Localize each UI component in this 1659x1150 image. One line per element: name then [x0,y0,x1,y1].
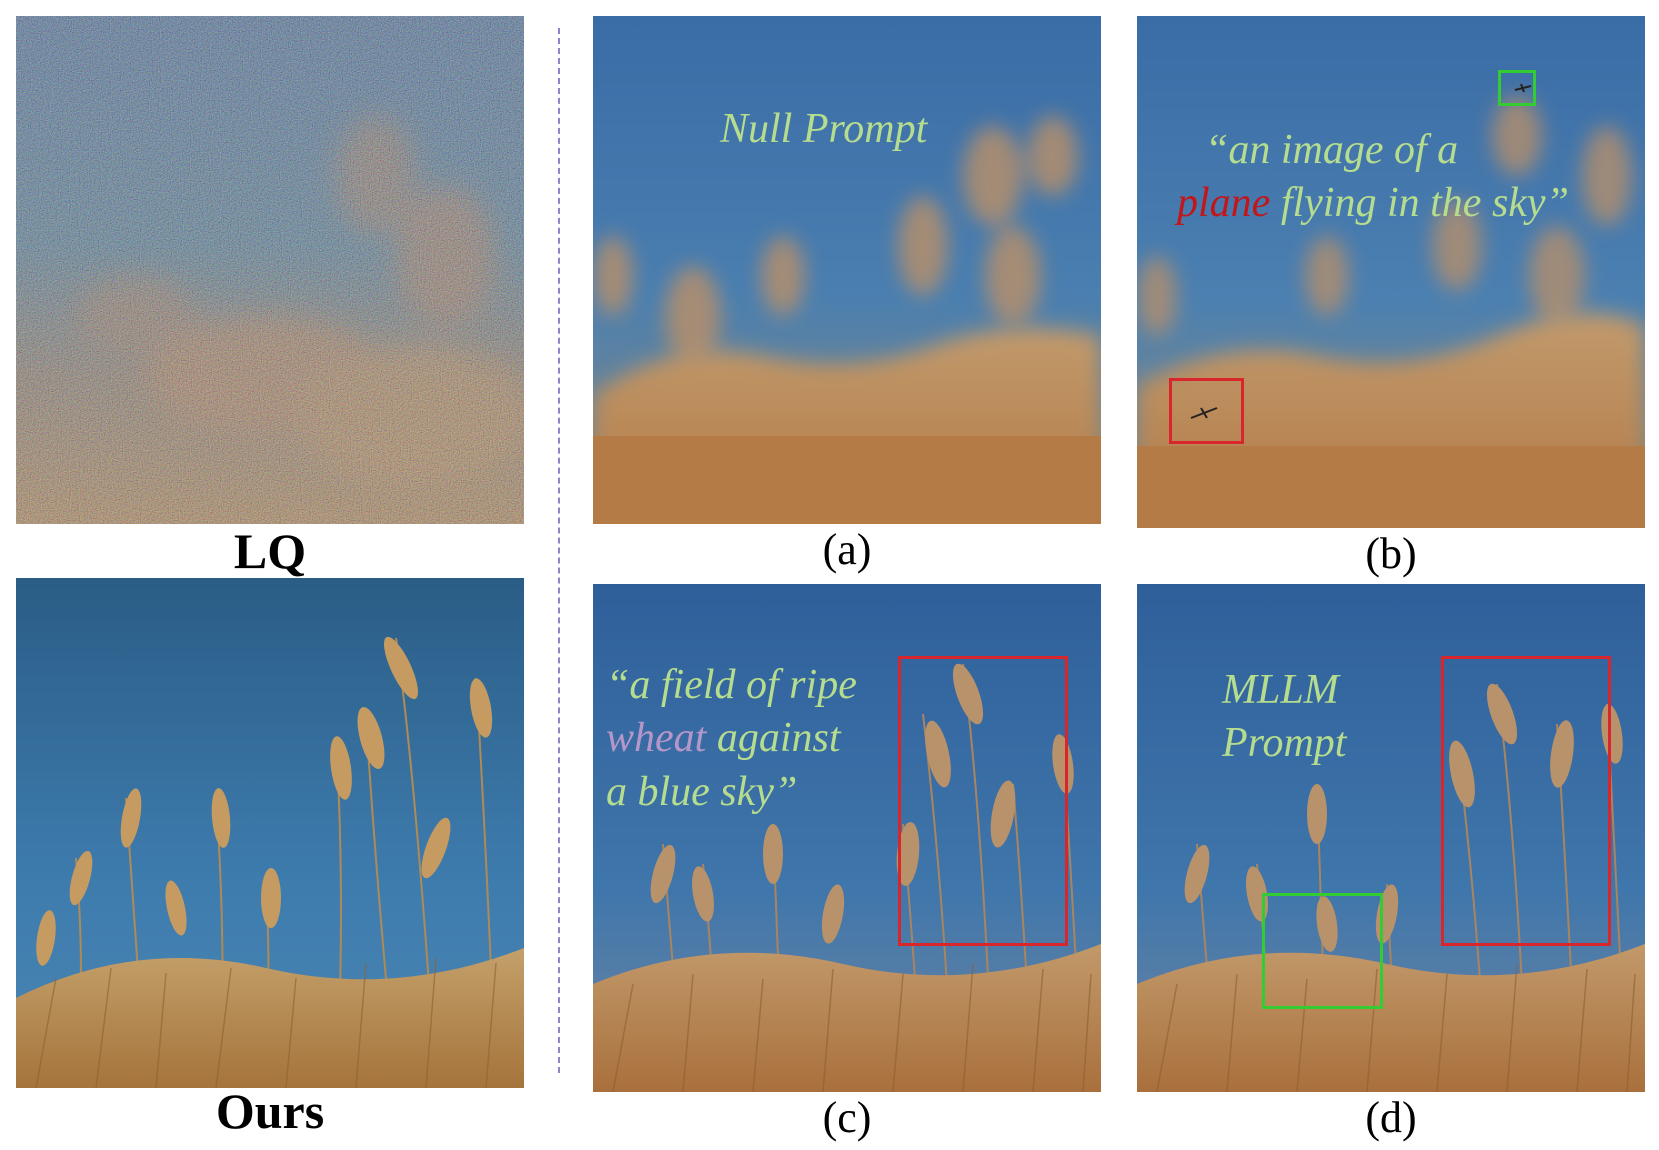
panel-d-prompt: MLLM Prompt [1222,664,1346,771]
panel-a-prompt: Null Prompt [720,106,928,152]
panel-b-caption: (b) [1365,529,1417,578]
panel-c-prompt-line2-rest: against [706,715,841,762]
wheat-highlight: wheat [606,715,707,762]
plane-highlight: plane [1177,180,1271,227]
panel-d-prompt-line1: MLLM [1222,667,1339,713]
panel-c-caption: (c) [822,1093,872,1142]
panel-b-image [1137,16,1645,528]
ours-image [16,578,524,1088]
panel-d-caption: (d) [1365,1093,1417,1142]
panel-b-prompt-line2: plane flying in the sky” [1177,177,1569,230]
panel-a-caption: (a) [822,525,872,574]
panel-d-green-box [1262,893,1383,1009]
panel-b-prompt: “an image of a plane flying in the sky” [1177,124,1569,231]
panel-b-red-box [1169,378,1244,444]
lq-image [16,16,524,524]
panel-c-prompt-line1: “a field of ripe [606,662,857,708]
panel-b-green-box [1498,70,1536,106]
lq-caption: LQ [233,523,307,579]
panel-b-prompt-rest: flying in the sky” [1270,180,1569,227]
panel-b-prompt-line1: “an image of a [1205,127,1459,173]
panel-a-image [593,16,1101,524]
ours-caption: Ours [215,1083,325,1139]
panel-d-prompt-line2: Prompt [1222,720,1347,767]
panel-c-red-box [898,656,1068,946]
panel-c-prompt: “a field of ripe wheat against a blue sk… [606,659,857,819]
panel-c-prompt-line3: a blue sky” [606,768,798,815]
panel-d-image [1137,584,1645,1092]
panel-d-red-box [1441,656,1611,946]
dashed-divider [558,28,560,1073]
panel-c-image [593,584,1101,1092]
panel-c-prompt-line2: wheat against [606,712,857,765]
